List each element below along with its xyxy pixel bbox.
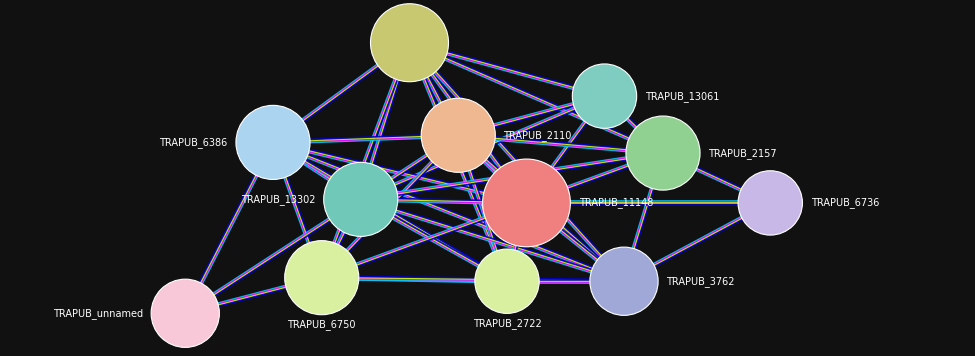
Ellipse shape	[285, 241, 359, 315]
Text: TRAPUB_6386: TRAPUB_6386	[160, 137, 228, 148]
Ellipse shape	[421, 98, 495, 172]
Ellipse shape	[475, 249, 539, 313]
Ellipse shape	[572, 64, 637, 128]
Text: TRAPUB_13302: TRAPUB_13302	[241, 194, 316, 205]
Ellipse shape	[151, 279, 219, 347]
Ellipse shape	[738, 171, 802, 235]
Text: TRAPUB_2722: TRAPUB_2722	[473, 318, 541, 329]
Text: TRAPUB_3762: TRAPUB_3762	[666, 276, 735, 287]
Ellipse shape	[236, 105, 310, 179]
Text: TRAPUB_6750: TRAPUB_6750	[288, 319, 356, 330]
Text: TRAPUB_13061: TRAPUB_13061	[644, 91, 720, 101]
Text: TRAPUB_unnamed: TRAPUB_unnamed	[53, 308, 143, 319]
Text: TRAPUB_11148: TRAPUB_11148	[578, 198, 653, 208]
Ellipse shape	[483, 159, 570, 247]
Text: TRAPUB_6736: TRAPUB_6736	[810, 198, 879, 208]
Ellipse shape	[370, 4, 448, 82]
Text: TRAPUB_2157: TRAPUB_2157	[708, 148, 777, 158]
Ellipse shape	[590, 247, 658, 315]
Ellipse shape	[324, 162, 398, 236]
Text: TRAPUB_2110: TRAPUB_2110	[503, 130, 572, 141]
Ellipse shape	[626, 116, 700, 190]
